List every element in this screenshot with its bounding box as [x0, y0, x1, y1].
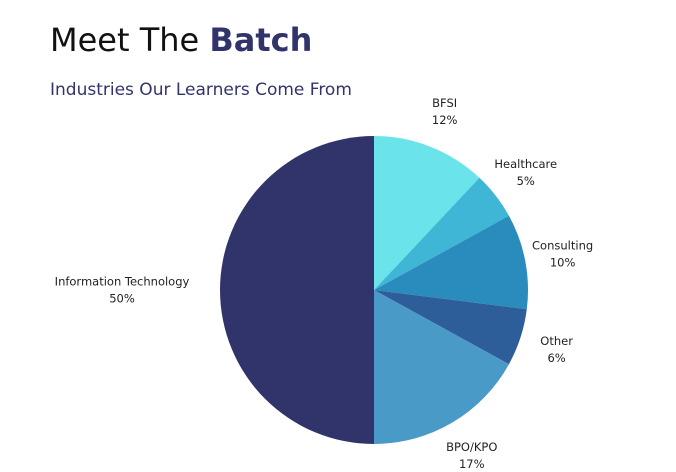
slice-label: BFSI [432, 96, 457, 110]
chart-title: Meet The Batch [50, 21, 312, 59]
pie-slice [374, 290, 527, 365]
pie-slice [374, 290, 509, 444]
slice-label: Information Technology [55, 275, 190, 289]
slice-value: 50% [109, 292, 135, 306]
slice-value: 5% [517, 174, 535, 188]
title-part: Batch [209, 21, 312, 59]
title-part: Meet The [50, 21, 199, 59]
slice-label: Consulting [532, 239, 593, 253]
pie-slice [374, 177, 509, 290]
slice-label: Other [540, 334, 573, 348]
chart-subtitle: Industries Our Learners Come From [50, 80, 352, 100]
slice-label: BPO/KPO [446, 440, 497, 454]
pie-slice [374, 136, 480, 290]
pie-slice [220, 136, 374, 444]
slice-label: Healthcare [494, 157, 557, 171]
slice-value: 17% [459, 457, 485, 471]
slice-value: 6% [547, 351, 565, 365]
pie-slice [374, 215, 528, 310]
slice-value: 10% [550, 256, 576, 270]
slice-value: 12% [432, 113, 458, 127]
